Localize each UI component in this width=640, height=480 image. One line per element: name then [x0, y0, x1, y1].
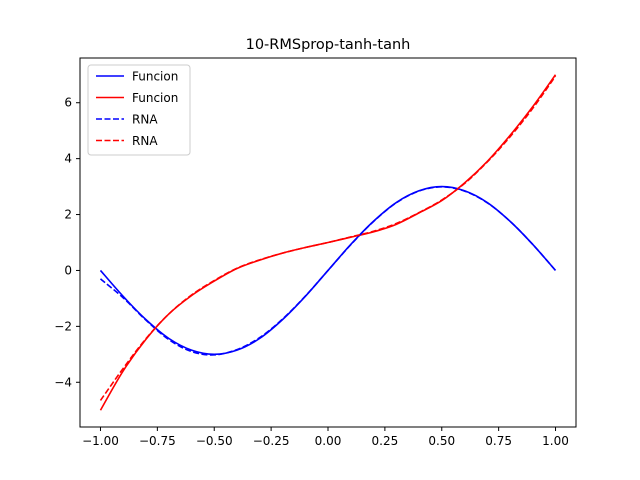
- x-tick-label: −0.50: [196, 434, 233, 448]
- chart-title: 10-RMSprop-tanh-tanh: [246, 37, 411, 53]
- x-tick-label: 1.00: [542, 434, 569, 448]
- series-line-3-dashed: [99, 75, 557, 401]
- legend-label: Funcion: [132, 70, 178, 84]
- y-tick-label: −2: [54, 319, 72, 333]
- axes-frame: [79, 57, 577, 428]
- x-tick-label: −0.75: [139, 434, 176, 448]
- x-tick-label: −1.00: [82, 434, 119, 448]
- legend-label: RNA: [132, 134, 158, 148]
- x-tick-label: 0.00: [315, 434, 342, 448]
- y-axis-ticks: −4 −2 0 2 4 6: [54, 96, 80, 389]
- y-tick-label: −4: [54, 375, 72, 389]
- legend-label: RNA: [132, 113, 158, 127]
- y-tick-label: 0: [64, 263, 72, 277]
- y-tick-label: 6: [64, 96, 72, 110]
- y-tick-label: 2: [64, 208, 72, 222]
- x-axis-ticks: −1.00 −0.75 −0.50 −0.25 0.00 0.25 0.50 0.75 1.00: [82, 427, 569, 448]
- plot-lines: [99, 74, 557, 411]
- y-tick-label: 4: [64, 152, 72, 166]
- x-tick-label: 0.50: [428, 434, 455, 448]
- legend-label: Funcion: [132, 91, 178, 105]
- legend-box: [87, 64, 191, 156]
- x-tick-label: −0.25: [253, 434, 290, 448]
- x-tick-label: 0.75: [485, 434, 512, 448]
- series-line-2-dashed: [99, 186, 557, 356]
- x-tick-label: 0.25: [372, 434, 399, 448]
- legend: Funcion Funcion RNA RNA: [87, 64, 191, 156]
